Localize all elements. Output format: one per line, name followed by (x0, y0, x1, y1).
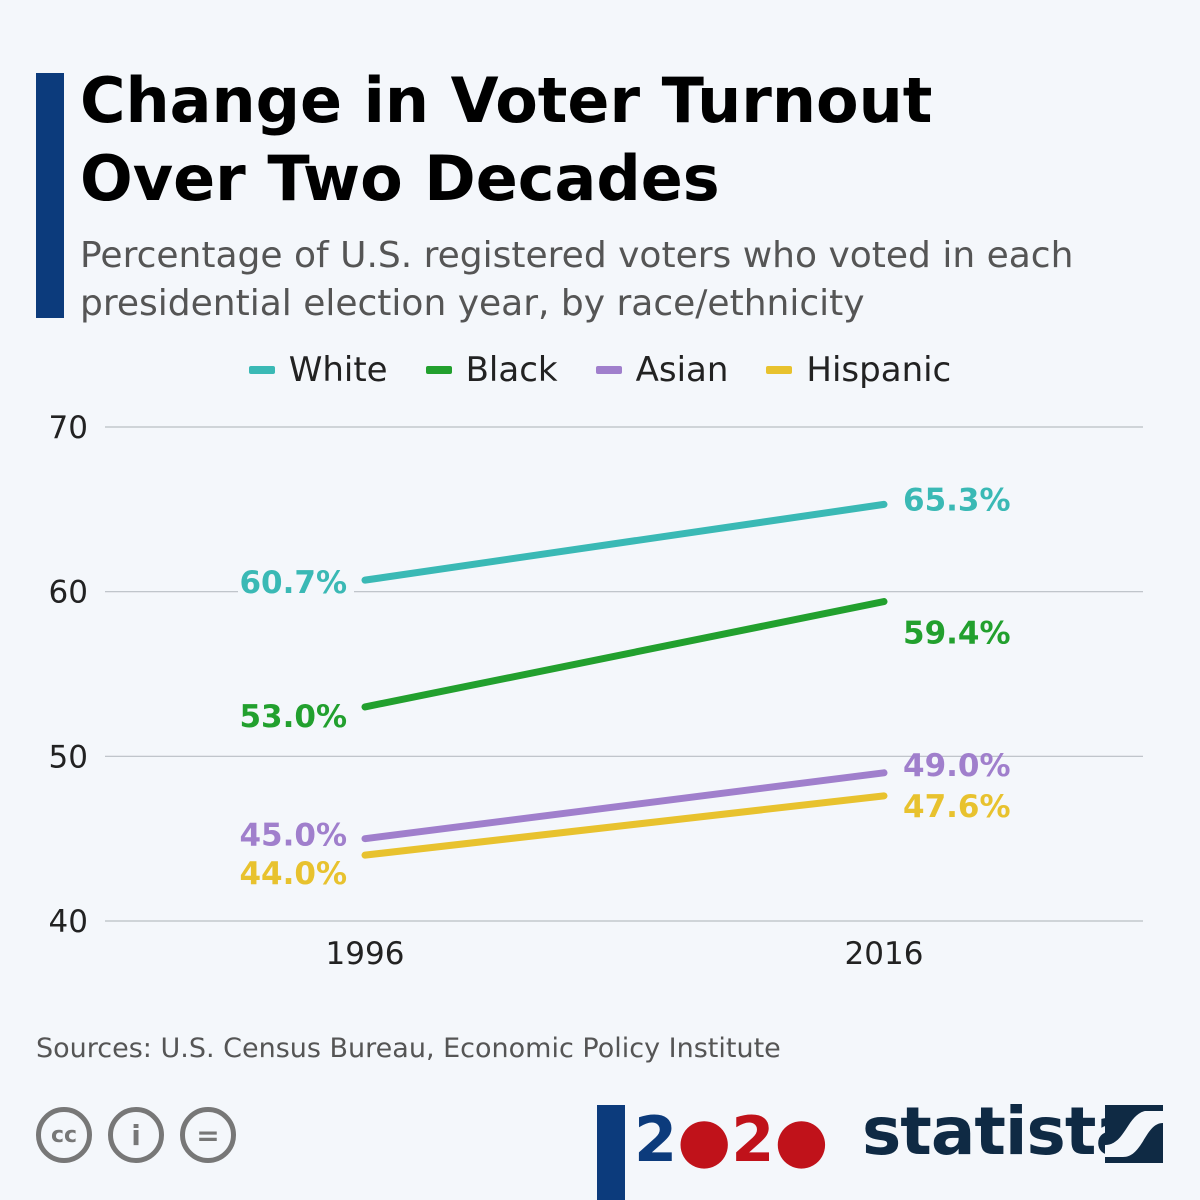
statista-logo-icon (1105, 1105, 1163, 1163)
series-line-white (361, 500, 888, 584)
legend-label: Hispanic (806, 350, 952, 390)
x-tick-label: 2016 (845, 936, 924, 972)
page-title: Change in Voter Turnout Over Two Decades (80, 64, 933, 215)
legend-item-asian: Asian (595, 350, 729, 390)
legend-swatch (595, 366, 622, 374)
legend-swatch (766, 366, 793, 374)
election-2020-logo: 2●2● (634, 1103, 829, 1176)
attribution-icon: i (108, 1107, 164, 1163)
y-tick-label: 60 (49, 575, 88, 611)
legend-item-hispanic: Hispanic (766, 350, 951, 390)
subtitle: Percentage of U.S. registered voters who… (80, 235, 1074, 324)
no-derivatives-icon: = (180, 1107, 236, 1163)
y-tick-label: 50 (49, 739, 88, 775)
series-line-hispanic (361, 792, 888, 859)
line-chart: 40 50 60 70 1996 2016 60.7% 65.3% 53.0% 59.4% 45.0… (49, 410, 1143, 972)
x-tick-label: 1996 (326, 936, 405, 972)
legend-swatch (425, 366, 452, 374)
statista-logo: statista (862, 1093, 1140, 1170)
data-label-hispanic-1996: 44.0% (239, 856, 347, 892)
accent-bar (36, 73, 64, 318)
data-label-white-1996: 60.7% (239, 565, 347, 601)
election-bar (597, 1105, 625, 1200)
legend: White Black Asian Hispanic (0, 350, 1200, 390)
legend-label: White (288, 350, 388, 390)
data-label-asian-2016: 49.0% (903, 748, 1011, 784)
data-label-black-1996: 53.0% (239, 699, 347, 735)
data-label-black-2016: 59.4% (903, 616, 1011, 652)
cc-icon: cc (36, 1107, 92, 1163)
data-label-white-2016: 65.3% (903, 482, 1011, 518)
series-line-asian (361, 769, 888, 843)
legend-label: Asian (635, 350, 729, 390)
data-label-hispanic-2016: 47.6% (903, 789, 1011, 825)
legend-item-black: Black (425, 350, 558, 390)
label-background (238, 558, 354, 603)
y-tick-label: 40 (49, 904, 88, 940)
series-line-black (361, 598, 888, 711)
data-label-asian-1996: 45.0% (239, 818, 347, 854)
legend-label: Black (465, 350, 558, 390)
legend-item-white: White (248, 350, 388, 390)
y-tick-label: 70 (49, 410, 88, 446)
source-note: Sources: U.S. Census Bureau, Economic Po… (36, 1033, 781, 1064)
legend-swatch (248, 366, 275, 374)
